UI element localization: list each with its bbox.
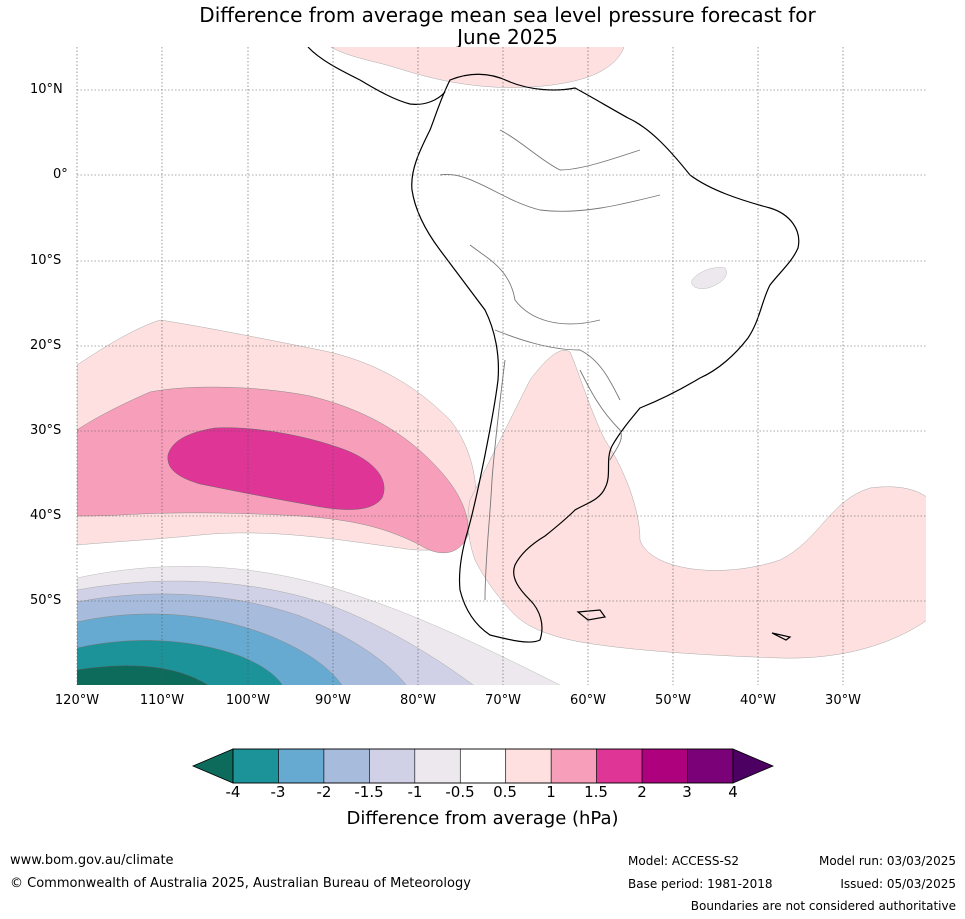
anomaly-0p5-north	[330, 47, 625, 88]
colorbar-tick: -1	[407, 783, 423, 801]
border-5	[484, 359, 506, 601]
colorbar-segment	[550, 748, 597, 784]
colorbar-tick: -0.5	[445, 783, 475, 801]
lat-label-50s: 50°S	[30, 593, 62, 608]
colorbar-over-triangle	[732, 748, 775, 784]
lat-label-10n: 10°N	[30, 82, 63, 97]
lat-label-20s: 20°S	[30, 338, 62, 353]
issued-text: Issued: 05/03/2025	[840, 877, 956, 891]
colorbar-segment	[687, 748, 734, 784]
model-run-text: Model run: 03/03/2025	[818, 854, 956, 868]
title-line-2: June 2025	[457, 25, 558, 49]
island-falklands	[576, 609, 607, 621]
colorbar-tick: 2	[637, 783, 647, 801]
colorbar-tick: -1.5	[354, 783, 384, 801]
website-link[interactable]: www.bom.gov.au/climate	[10, 853, 174, 868]
colorbar-segment	[278, 748, 325, 784]
colorbar-label: Difference from average (hPa)	[346, 808, 619, 829]
model-text: Model: ACCESS-S2	[628, 854, 740, 868]
copyright-text: © Commonwealth of Australia 2025, Austra…	[10, 876, 471, 891]
graticule	[76, 47, 926, 685]
colorbar-tick: -2	[316, 783, 332, 801]
lon-label-60w: 60°W	[570, 693, 606, 708]
colorbar-tick: 0.5	[493, 783, 517, 801]
lat-label-10s: 10°S	[30, 253, 62, 268]
colorbar-segment	[459, 748, 507, 784]
lat-label-40s: 40°S	[30, 508, 62, 523]
title-line-1: Difference from average mean sea level p…	[199, 3, 816, 27]
colorbar-segment	[414, 748, 461, 784]
colorbar-tick: 4	[728, 783, 738, 801]
border-3	[469, 244, 601, 325]
border-6	[579, 369, 622, 461]
colorbar-segment	[505, 748, 552, 784]
country-borders	[439, 129, 661, 601]
lon-label-80w: 80°W	[400, 693, 436, 708]
lat-label-0: 0°	[53, 167, 68, 182]
colorbar-tick: 3	[682, 783, 692, 801]
colorbar-tick: -3	[270, 783, 286, 801]
colorbar-segment	[596, 748, 643, 784]
anomaly-minus-4-band	[77, 665, 208, 685]
coastlines	[307, 47, 800, 643]
lon-label-70w: 70°W	[485, 693, 521, 708]
colorbar-segment	[323, 748, 370, 784]
disclaimer-text: Boundaries are not considered authoritat…	[690, 899, 956, 913]
anomaly-minus-0p5-brazil	[691, 267, 727, 289]
colorbar-segment	[232, 748, 279, 784]
island-south-georgia	[771, 632, 792, 641]
anomaly-1p5-core	[167, 427, 385, 510]
lon-label-110w: 110°W	[139, 693, 185, 708]
lon-label-50w: 50°W	[655, 693, 691, 708]
lon-label-120w: 120°W	[54, 693, 100, 708]
base-period-text: Base period: 1981-2018	[628, 877, 773, 891]
lon-label-30w: 30°W	[825, 693, 861, 708]
colorbar-segment	[369, 748, 416, 784]
lon-label-90w: 90°W	[315, 693, 351, 708]
central-america-coastline	[307, 47, 446, 105]
border-1	[439, 174, 661, 212]
border-4	[494, 329, 621, 401]
south-america-coastline	[411, 73, 800, 643]
colorbar-tick: 1	[546, 783, 556, 801]
colorbar-tick: -4	[225, 783, 241, 801]
colorbar	[191, 748, 775, 784]
border-2	[499, 129, 641, 171]
lon-label-40w: 40°W	[740, 693, 776, 708]
lon-label-100w: 100°W	[225, 693, 271, 708]
chart-title: Difference from average mean sea level p…	[0, 4, 965, 48]
colorbar-under-triangle	[191, 748, 234, 784]
pressure-anomaly-field	[77, 47, 926, 685]
colorbar-segment	[641, 748, 688, 784]
lat-label-30s: 30°S	[30, 423, 62, 438]
anomaly-0p5-atlantic	[467, 350, 926, 659]
colorbar-outline	[232, 748, 734, 784]
colorbar-tick: 1.5	[584, 783, 608, 801]
